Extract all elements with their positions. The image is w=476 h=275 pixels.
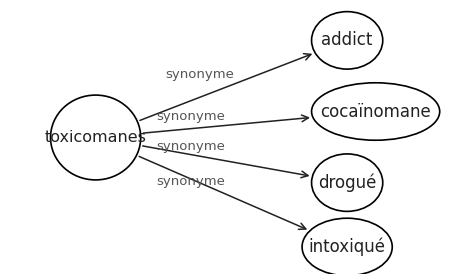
Text: synonyme: synonyme <box>166 68 235 81</box>
Text: intoxiqué: intoxiqué <box>308 238 386 256</box>
Text: cocaïnomane: cocaïnomane <box>320 103 431 120</box>
Text: synonyme: synonyme <box>156 140 225 153</box>
Ellipse shape <box>312 154 383 211</box>
Ellipse shape <box>312 12 383 69</box>
Text: drogué: drogué <box>318 174 377 192</box>
Ellipse shape <box>50 95 141 180</box>
Text: synonyme: synonyme <box>156 110 225 123</box>
Ellipse shape <box>302 218 392 275</box>
Text: toxicomanes: toxicomanes <box>45 130 147 145</box>
Text: synonyme: synonyme <box>156 175 225 188</box>
Ellipse shape <box>312 83 440 140</box>
Text: addict: addict <box>321 31 373 50</box>
